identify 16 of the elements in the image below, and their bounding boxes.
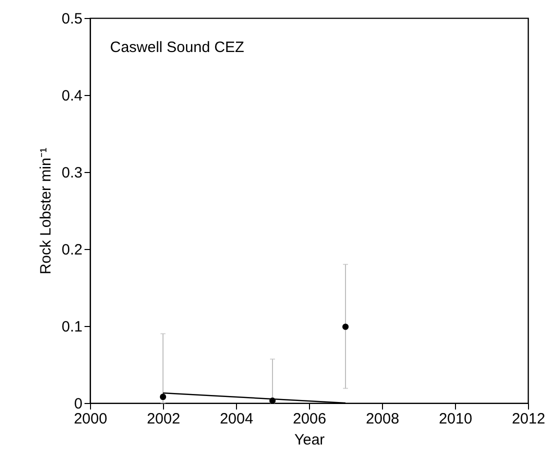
y-tick-label: 0 (74, 396, 82, 412)
x-axis-title: Year (294, 432, 325, 448)
y-axis-title: Rock Lobster min⁻¹ (38, 148, 55, 274)
x-tick-label: 2010 (438, 410, 472, 428)
x-tick-label: 2004 (220, 410, 254, 428)
y-tick-label: 0.4 (62, 88, 82, 104)
y-tick-label: 0.5 (62, 10, 82, 28)
x-tick-label: 2012 (512, 410, 546, 428)
x-tick-label: 2008 (366, 410, 400, 428)
x-tick-label: 2006 (292, 410, 326, 428)
x-tick-label: 2000 (74, 410, 108, 428)
y-tick-label: 0.3 (62, 164, 82, 182)
y-tick-label: 0.2 (62, 242, 82, 258)
y-tick-label: 0.1 (62, 318, 82, 336)
annotation: Caswell Sound CEZ (110, 39, 244, 56)
x-tick-label: 2002 (146, 410, 180, 428)
